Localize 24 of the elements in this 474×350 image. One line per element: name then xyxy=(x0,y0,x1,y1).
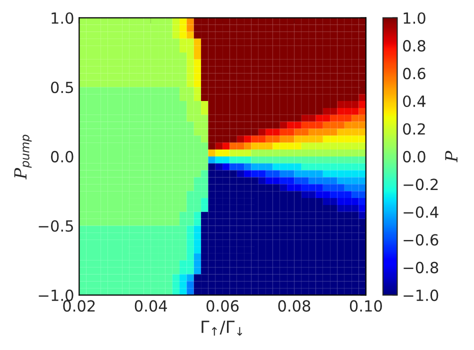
y-tick-label: 0.0 xyxy=(51,150,74,162)
x-tick-label: 0.04 xyxy=(134,300,167,312)
color-bar-label: 0.2 xyxy=(403,123,425,135)
color-bar-title: P xyxy=(445,150,458,162)
color-bar-label: −0.6 xyxy=(404,234,438,246)
color-bar-label: 1.0 xyxy=(404,12,426,24)
color-bar-label: −0.8 xyxy=(404,262,438,274)
y-tick-label: 1.0 xyxy=(52,12,74,24)
color-bar-label: −1.0 xyxy=(404,290,438,302)
x-tick-label: 0.06 xyxy=(206,300,239,312)
color-bar-label: 0.4 xyxy=(403,95,426,108)
color-bar-label: 0.0 xyxy=(403,150,426,162)
color-bar-label: 0.8 xyxy=(403,40,426,52)
color-bar-label: −0.2 xyxy=(404,178,438,190)
x-axis-title: Γ$_{↑}$/Γ$_{↓}$ xyxy=(202,320,242,336)
y-tick-label: −1.0 xyxy=(38,290,74,302)
y-axis-title: P$_{pump}$ xyxy=(14,134,32,180)
color-bar-label: −0.4 xyxy=(404,206,438,218)
x-tick-label: 0.08 xyxy=(278,300,310,312)
x-tick-label: 0.10 xyxy=(350,300,382,312)
y-tick-label: 0.5 xyxy=(51,82,73,94)
y-tick-label: −0.5 xyxy=(38,220,73,232)
x-tick-label: 0.02 xyxy=(63,300,95,312)
color-bar-label: 0.6 xyxy=(403,68,426,80)
